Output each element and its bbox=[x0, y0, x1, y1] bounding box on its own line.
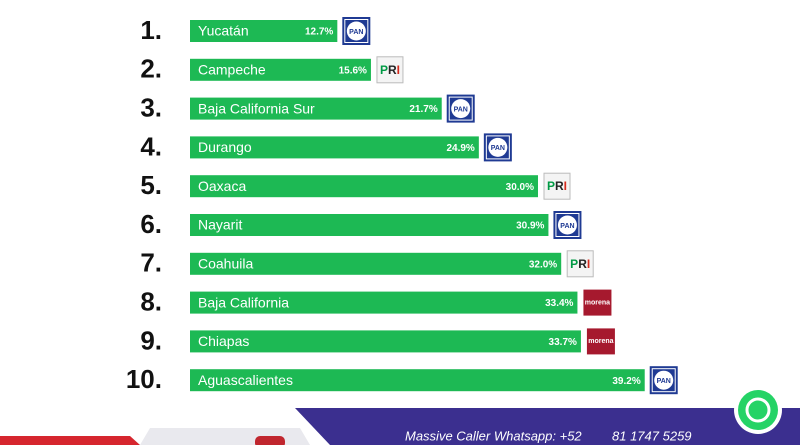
logo-circle bbox=[488, 137, 508, 157]
rank-label: 3. bbox=[140, 92, 162, 122]
logo-text: PAN bbox=[349, 29, 363, 36]
logo-frame bbox=[543, 172, 571, 200]
value-label: 21.7% bbox=[409, 104, 437, 115]
logo-text: PAN bbox=[560, 223, 574, 230]
footer-red-band bbox=[0, 436, 140, 445]
value-label: 24.9% bbox=[446, 143, 474, 154]
logo-text: morena bbox=[588, 338, 613, 345]
category-label: Durango bbox=[198, 139, 252, 155]
party-logo: PAN bbox=[483, 133, 512, 162]
value-label: 32.0% bbox=[529, 259, 557, 270]
party-logo: morena bbox=[586, 328, 615, 355]
footer-band bbox=[295, 408, 800, 445]
logo-circle bbox=[346, 21, 366, 41]
value-label: 39.2% bbox=[612, 376, 640, 387]
logo-text: PRI bbox=[380, 63, 400, 77]
rank-label: 4. bbox=[140, 131, 162, 161]
bar bbox=[190, 330, 581, 353]
rank-label: 1. bbox=[140, 15, 162, 45]
rank-label: 8. bbox=[140, 286, 162, 316]
footer-phone: 81 1747 5259 bbox=[612, 428, 692, 443]
category-label: Coahuila bbox=[198, 256, 253, 272]
whatsapp-glyph bbox=[745, 397, 771, 423]
category-label: Nayarit bbox=[198, 217, 242, 233]
bar bbox=[190, 20, 338, 42]
logo-circle bbox=[654, 370, 674, 390]
bar bbox=[190, 369, 645, 392]
whatsapp-icon bbox=[738, 390, 778, 430]
logo-text: morena bbox=[585, 299, 610, 306]
logo-text: PAN bbox=[491, 145, 505, 152]
bar bbox=[190, 214, 549, 236]
party-logo: PRI bbox=[543, 172, 571, 200]
logo-text: PRI bbox=[547, 179, 567, 193]
bar bbox=[190, 252, 562, 275]
category-label: Campeche bbox=[198, 62, 266, 78]
value-label: 33.4% bbox=[545, 298, 573, 309]
value-label: 30.9% bbox=[516, 221, 544, 232]
party-logo: PRI bbox=[376, 56, 404, 84]
footer: Massive Caller Whatsapp: +52 81 1747 525… bbox=[0, 386, 800, 445]
logo-text: PAN bbox=[657, 378, 671, 385]
party-logo: morena bbox=[583, 289, 612, 316]
party-logo: PAN bbox=[446, 94, 475, 123]
party-logo: PAN bbox=[649, 366, 678, 395]
footer-text: Massive Caller Whatsapp: +52 bbox=[405, 428, 582, 443]
value-label: 15.6% bbox=[339, 65, 367, 76]
bar bbox=[190, 175, 538, 198]
rank-label: 7. bbox=[140, 248, 162, 278]
bar bbox=[190, 97, 442, 120]
category-label: Aguascalientes bbox=[198, 372, 293, 388]
category-label: Yucatán bbox=[198, 23, 249, 39]
logo-text: PRI bbox=[570, 257, 590, 271]
rank-label: 9. bbox=[140, 325, 162, 355]
value-label: 30.0% bbox=[506, 182, 534, 193]
value-label: 12.7% bbox=[305, 27, 333, 38]
bar bbox=[190, 291, 578, 314]
value-label: 33.7% bbox=[549, 337, 577, 348]
category-label: Baja California Sur bbox=[198, 100, 315, 116]
rank-label: 2. bbox=[140, 54, 162, 84]
category-label: Baja California bbox=[198, 294, 289, 310]
party-logo: PAN bbox=[342, 17, 371, 45]
rank-label: 5. bbox=[140, 170, 162, 200]
party-logo: PRI bbox=[566, 250, 594, 278]
bar bbox=[190, 58, 371, 81]
bar bbox=[190, 136, 479, 159]
rank-label: 10. bbox=[126, 364, 162, 394]
logo-frame bbox=[376, 56, 404, 84]
logo-bg bbox=[583, 289, 612, 316]
logo-text: PAN bbox=[454, 106, 468, 113]
category-label: Chiapas bbox=[198, 333, 249, 349]
logo-circle bbox=[557, 215, 577, 235]
party-logo: PAN bbox=[553, 211, 582, 239]
logo-frame bbox=[566, 250, 594, 278]
rank-label: 6. bbox=[140, 209, 162, 239]
footer-icon bbox=[255, 436, 285, 445]
logo-circle bbox=[451, 99, 471, 119]
logo-bg bbox=[586, 328, 615, 355]
category-label: Oaxaca bbox=[198, 178, 246, 194]
